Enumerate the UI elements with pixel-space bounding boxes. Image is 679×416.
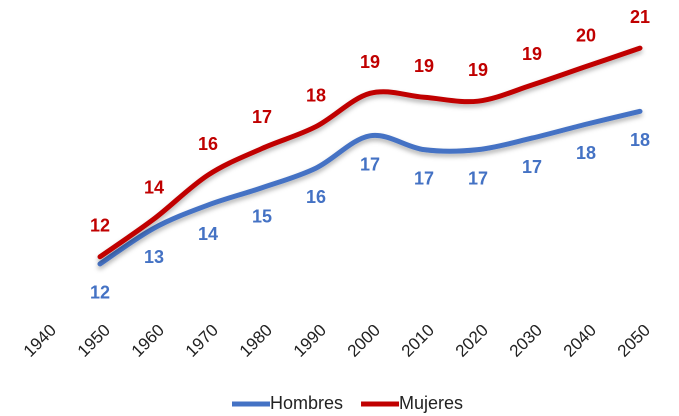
data-label: 14 bbox=[144, 178, 164, 198]
legend-label: Hombres bbox=[270, 393, 343, 413]
data-label: 17 bbox=[360, 155, 380, 175]
data-label: 17 bbox=[252, 107, 272, 127]
x-tick-label: 2030 bbox=[506, 321, 546, 361]
x-tick-label: 1950 bbox=[74, 321, 114, 361]
data-label: 14 bbox=[198, 224, 218, 244]
x-tick-label: 2020 bbox=[452, 321, 492, 361]
data-label: 19 bbox=[468, 60, 488, 80]
series-line bbox=[97, 108, 643, 267]
x-tick-label: 1940 bbox=[20, 321, 60, 361]
data-label: 17 bbox=[468, 168, 488, 188]
data-label: 19 bbox=[414, 56, 434, 76]
data-label: 21 bbox=[630, 7, 650, 27]
data-label: 19 bbox=[522, 44, 542, 64]
data-label: 18 bbox=[630, 130, 650, 150]
data-label: 16 bbox=[198, 134, 218, 154]
x-tick-label: 2010 bbox=[398, 321, 438, 361]
data-label: 17 bbox=[522, 157, 542, 177]
series-line bbox=[97, 45, 643, 260]
x-tick-label: 1970 bbox=[182, 321, 222, 361]
x-tick-label: 2050 bbox=[614, 321, 654, 361]
data-label: 18 bbox=[576, 143, 596, 163]
data-label: 20 bbox=[576, 25, 596, 45]
data-label: 17 bbox=[414, 168, 434, 188]
data-label: 13 bbox=[144, 247, 164, 267]
x-tick-label: 1980 bbox=[236, 321, 276, 361]
data-label: 12 bbox=[90, 216, 110, 236]
x-tick-label: 1960 bbox=[128, 321, 168, 361]
x-tick-label: 2040 bbox=[560, 321, 600, 361]
data-label: 16 bbox=[306, 187, 326, 207]
x-tick-label: 1990 bbox=[290, 321, 330, 361]
data-label: 19 bbox=[360, 52, 380, 72]
data-label: 18 bbox=[306, 85, 326, 105]
x-tick-label: 2000 bbox=[344, 321, 384, 361]
data-label: 15 bbox=[252, 206, 272, 226]
data-label: 12 bbox=[90, 283, 110, 303]
legend-label: Mujeres bbox=[399, 393, 463, 413]
